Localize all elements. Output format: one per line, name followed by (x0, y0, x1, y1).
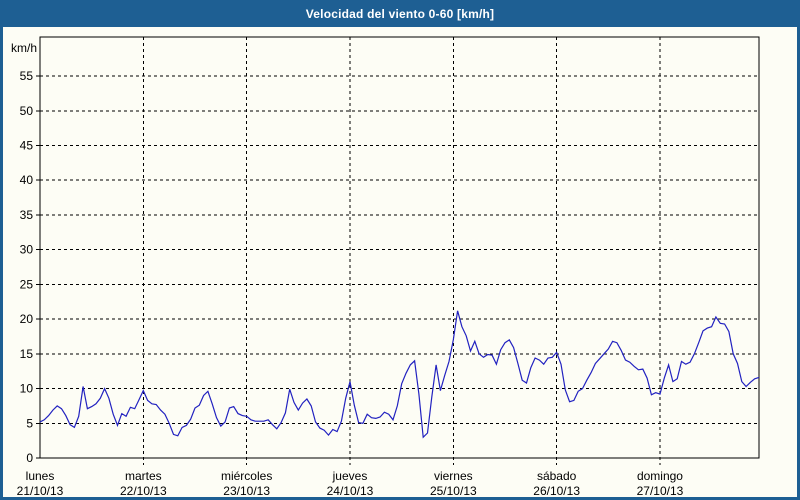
x-date-label: 25/10/13 (430, 484, 477, 497)
y-tick-label: 50 (20, 104, 34, 118)
x-date-label: 21/10/13 (17, 484, 64, 497)
x-day-label: viernes (434, 469, 473, 483)
chart-area: 0 5 10 15 20 25 30 35 40 45 50 55 km/h lunes 21/10/13 m… (3, 27, 797, 497)
x-day-label: martes (125, 469, 162, 483)
y-tick-label: 55 (20, 69, 34, 83)
x-day-label: sábado (537, 469, 577, 483)
y-tick-label: 0 (26, 451, 33, 465)
window-titlebar: Velocidad del viento 0-60 [km/h] (0, 0, 800, 27)
x-day-label: domingo (637, 469, 683, 483)
y-tick-label: 25 (20, 277, 34, 291)
y-tick-label: 5 (26, 416, 33, 430)
y-tick-label: 35 (20, 208, 34, 222)
x-date-label: 24/10/13 (327, 484, 374, 497)
y-axis-unit-label: km/h (11, 41, 37, 55)
y-tick-label: 15 (20, 347, 34, 361)
x-date-label: 27/10/13 (637, 484, 684, 497)
y-tick-label: 40 (20, 173, 34, 187)
wind-speed-line (39, 310, 760, 439)
x-day-label: lunes (26, 469, 55, 483)
y-tick-label: 45 (20, 138, 34, 152)
x-date-label: 26/10/13 (533, 484, 580, 497)
y-tick-label: 30 (20, 243, 34, 257)
x-date-label: 22/10/13 (120, 484, 167, 497)
x-day-label: miércoles (221, 469, 272, 483)
y-tick-label: 20 (20, 312, 34, 326)
chart-title: Velocidad del viento 0-60 [km/h] (305, 6, 495, 21)
plot-frame (39, 36, 760, 459)
x-date-label: 23/10/13 (223, 484, 270, 497)
y-tick-label: 10 (20, 382, 34, 396)
x-day-label: jueves (332, 469, 368, 483)
